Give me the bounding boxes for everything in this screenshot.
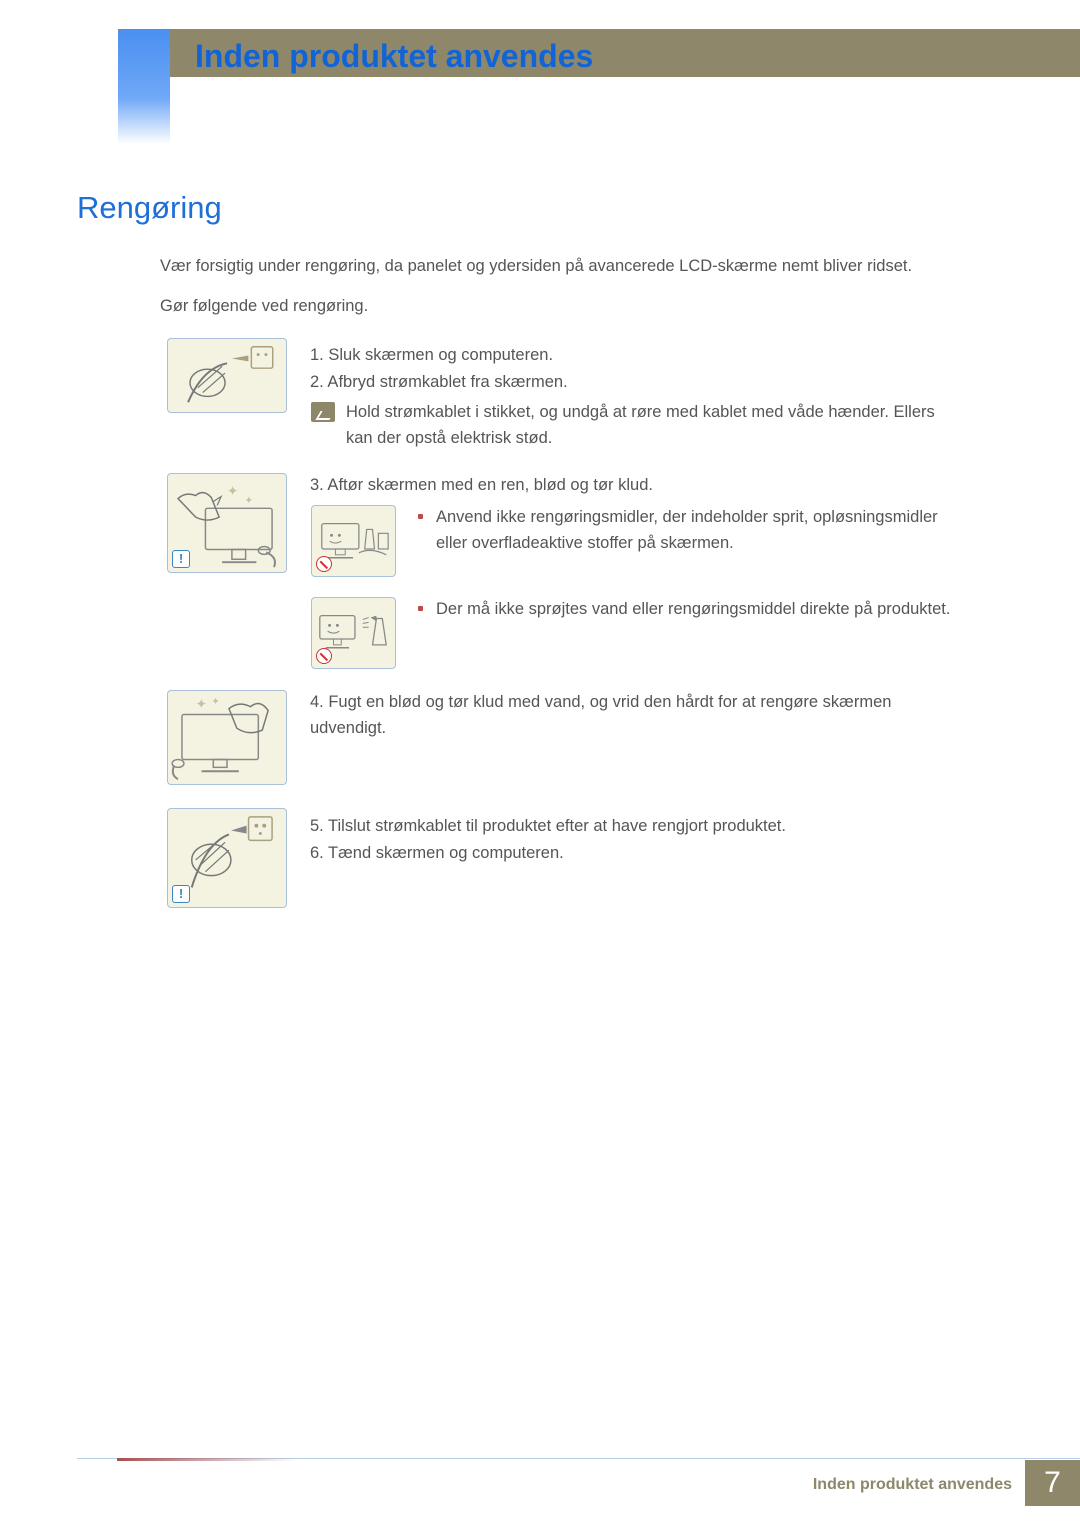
intro-text-2: Gør følgende ved rengøring. [160,294,368,320]
intro-text-1: Vær forsigtig under rengøring, da panele… [160,254,912,280]
footer-chapter-label: Inden produktet anvendes [813,1476,1012,1494]
bullet-icon [418,606,423,611]
step-3-bullet-a: Anvend ikke rengøringsmidler, der indeho… [436,505,946,556]
info-badge-icon: ! [172,885,190,903]
step-3-bullet-b: Der må ikke sprøjtes vand eller rengørin… [436,597,956,623]
illustration-unplug [167,338,287,413]
step-1-text: 1. Sluk skærmen og computeren. [310,343,553,369]
prohibit-badge-icon [316,648,332,664]
chapter-title: Inden produktet anvendes [195,38,593,75]
step-2-note: Hold strømkablet i stikket, og undgå at … [346,400,936,451]
illustration-damp-cloth: ✦ ✦ [167,690,287,785]
step-4-text: 4. Fugt en blød og tør klud med vand, og… [310,690,940,741]
illustration-no-spray [311,597,396,669]
step-3-text: 3. Aftør skærmen med en ren, blød og tør… [310,473,653,499]
svg-text:✦: ✦ [227,484,239,499]
illustration-reconnect: ! [167,808,287,908]
svg-text:✦: ✦ [196,697,208,712]
info-badge-icon: ! [172,550,190,568]
step-2-text: 2. Afbryd strømkablet fra skærmen. [310,370,568,396]
prohibit-badge-icon [316,556,332,572]
section-title: Rengøring [77,190,222,226]
illustration-wipe: ✦ ✦ ! [167,473,287,573]
svg-text:✦: ✦ [211,697,219,708]
step-6-text: 6. Tænd skærmen og computeren. [310,841,564,867]
page-number: 7 [1025,1460,1080,1506]
step-5-text: 5. Tilslut strømkablet til produktet eft… [310,814,786,840]
header-accent-block [118,29,170,144]
svg-text:✦: ✦ [245,495,253,506]
illustration-no-solvent [311,505,396,577]
bullet-icon [418,514,423,519]
footer-divider-accent [117,1458,297,1461]
note-icon [311,402,335,422]
